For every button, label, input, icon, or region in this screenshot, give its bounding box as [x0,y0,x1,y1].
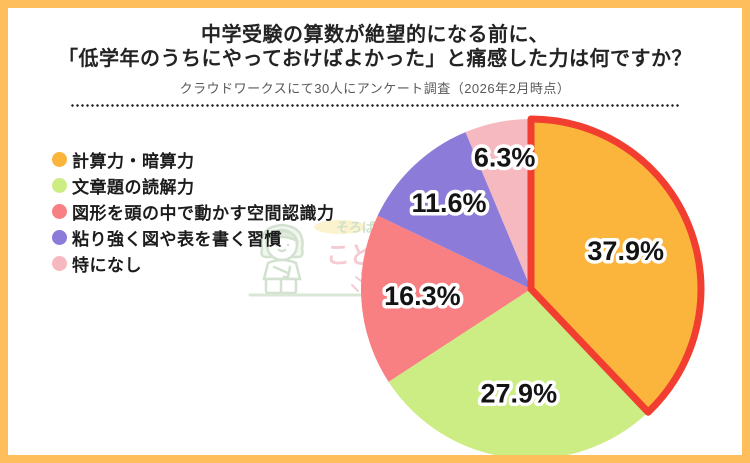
legend-item-label: 特になし [72,255,142,275]
legend-item: 文章題の読解力 [52,172,335,198]
pie-slice [361,215,531,382]
pie-slice-label: 37.9% [587,236,664,266]
pie-slice [377,132,531,289]
pie-slice [465,119,531,289]
header: 中学受験の算数が絶望的になる前に、 「低学年のうちにやっておけばよかった」と痛感… [8,8,742,107]
legend-swatch-icon [52,151,67,167]
legend-item-label: 計算力・暗算力 [72,151,195,171]
legend-swatch-icon [52,229,67,245]
page-title-line-2: 「低学年のうちにやっておけばよかった」と痛感した力は何ですか？ [58,48,692,70]
pie-chart: 37.9% 27.9% 16.3% 11.6% 6.3% [361,115,705,455]
legend-item-label: 文章題の読解力 [72,177,195,197]
pie-slice-highlighted [527,115,705,416]
survey-note: クラウドワークスにて30人にアンケート調査（2026年2月時点） [179,81,571,96]
page-title-line-1: 中学受験の算数が絶望的になる前に、 [201,24,549,46]
pie-slice-label: 11.6% [411,188,486,218]
chart-legend: 計算力・暗算力 文章題の読解力図形を頭の中で動かす空間認識力 粘り強く図や表を書く習… [52,146,335,276]
legend-item: 特になし [52,250,335,276]
legend-item-label: 粘り強く図や表を書く習慣 [72,229,282,249]
pie-slice [388,289,649,455]
pie-slice-label: 6.3% [474,142,536,172]
pie-slice-label: 16.3% [384,281,461,311]
legend-item: 図形を頭の中で動かす空間認識力 [52,198,335,224]
dotted-divider [70,104,680,107]
legend-swatch-icon [52,255,67,271]
legend-item: 計算力・暗算力 [52,146,335,172]
legend-swatch-icon [52,177,67,193]
legend-item-label: 図形を頭の中で動かす空間認識力 [72,203,335,223]
legend-swatch-icon [52,203,67,219]
pie-slice-label: 27.9% [481,379,558,409]
watermark-highlight-swoosh [314,220,366,234]
legend-item: 粘り強く図や表を書く習慣 [52,224,335,250]
